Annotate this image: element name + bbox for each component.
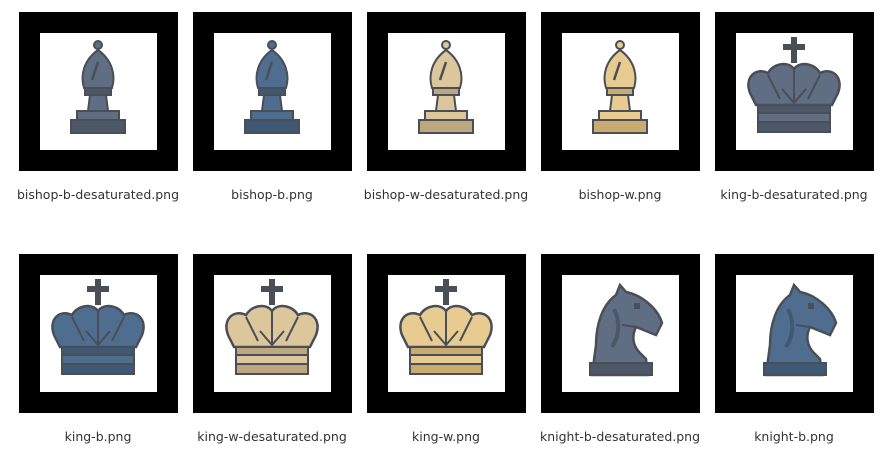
file-label[interactable]: knight-b-desaturated.png: [539, 429, 701, 444]
file-label[interactable]: bishop-w.png: [578, 187, 662, 202]
file-label[interactable]: bishop-b.png: [231, 187, 313, 202]
file-label[interactable]: king-b-desaturated.png: [720, 187, 868, 202]
thumbnail-bishop-w[interactable]: [541, 12, 700, 171]
thumbnail-image: [736, 33, 853, 150]
file-label[interactable]: king-b.png: [64, 429, 132, 444]
bishop-piece-icon: [418, 40, 474, 134]
thumbnail-king-b[interactable]: [19, 254, 178, 413]
thumbnail-knight-b[interactable]: [715, 254, 874, 413]
file-label[interactable]: knight-b.png: [754, 429, 834, 444]
king-piece-icon: [225, 279, 319, 375]
thumbnail-image: [214, 33, 331, 150]
bishop-piece-icon: [244, 40, 300, 134]
thumbnail-image: [40, 33, 157, 150]
bishop-piece-icon: [70, 40, 126, 134]
thumbnail-image: [562, 33, 679, 150]
thumbnail-king-b-desaturated[interactable]: [715, 12, 874, 171]
thumbnail-king-w[interactable]: [367, 254, 526, 413]
knight-piece-icon: [763, 282, 838, 377]
thumbnail-image: [736, 275, 853, 392]
thumbnail-king-w-desaturated[interactable]: [193, 254, 352, 413]
thumbnail-bishop-b-desaturated[interactable]: [19, 12, 178, 171]
thumbnail-image: [388, 33, 505, 150]
knight-piece-icon: [589, 282, 664, 377]
thumbnail-image: [388, 275, 505, 392]
thumbnail-knight-b-desaturated[interactable]: [541, 254, 700, 413]
file-label[interactable]: king-w-desaturated.png: [197, 429, 347, 444]
file-label[interactable]: bishop-b-desaturated.png: [16, 187, 180, 202]
file-label[interactable]: king-w.png: [412, 429, 480, 444]
king-piece-icon: [51, 279, 145, 375]
thumbnail-image: [214, 275, 331, 392]
bishop-piece-icon: [592, 40, 648, 134]
king-piece-icon: [399, 279, 493, 375]
king-piece-icon: [747, 37, 841, 133]
thumbnail-bishop-w-desaturated[interactable]: [367, 12, 526, 171]
thumbnail-image: [40, 275, 157, 392]
file-label[interactable]: bishop-w-desaturated.png: [363, 187, 529, 202]
thumbnail-image: [562, 275, 679, 392]
thumbnail-bishop-b[interactable]: [193, 12, 352, 171]
